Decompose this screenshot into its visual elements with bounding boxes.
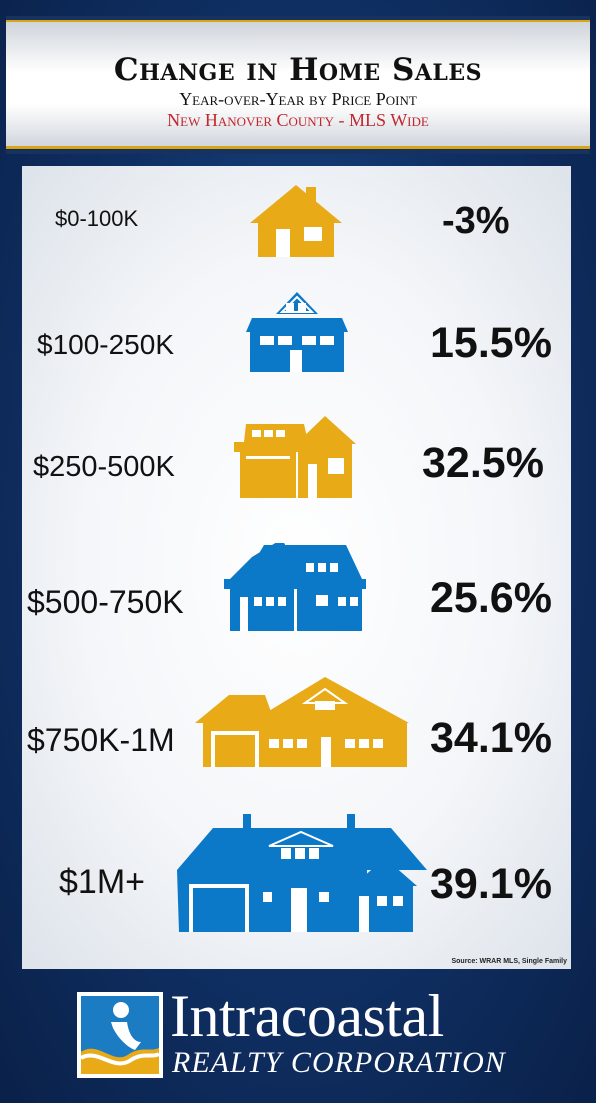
price-label: $250-500K [33,451,175,483]
house-small-icon [250,185,342,257]
source-note: Source: WRAR MLS, Single Family [451,958,567,965]
price-point-panel: $0-100K -3% $100-250K [22,166,571,969]
top-rule [6,16,590,20]
header-band [6,22,590,148]
price-label: $750K-1M [27,722,175,758]
house-garage-icon [234,416,356,498]
change-value: -3% [442,200,510,242]
price-label: $1M+ [59,863,145,901]
house-wide-icon [195,677,409,767]
brand-subtitle: REALTY CORPORATION [172,1046,506,1079]
bottom-rule [6,150,590,154]
change-value: 32.5% [422,439,544,487]
page-title: Change in Home Sales [113,52,483,88]
page-subtitle: Year-over-Year by Price Point [179,89,417,109]
price-label: $100-250K [37,329,175,360]
price-label: $0-100K [55,206,139,231]
intracoastal-logo-icon [77,992,163,1078]
house-two-story-icon [246,292,348,372]
house-mansion-icon [177,814,427,932]
change-value: 39.1% [430,860,552,908]
change-value: 34.1% [430,714,552,762]
change-value: 15.5% [430,319,552,367]
bottom-gold-rule [6,146,590,149]
price-label: $500-750K [27,584,184,620]
top-gold-rule [6,20,590,23]
house-large-icon [224,543,366,631]
brand-name: Intracoastal [170,983,444,1049]
region-label: New Hanover County - MLS Wide [167,110,429,130]
change-value: 25.6% [430,574,552,622]
